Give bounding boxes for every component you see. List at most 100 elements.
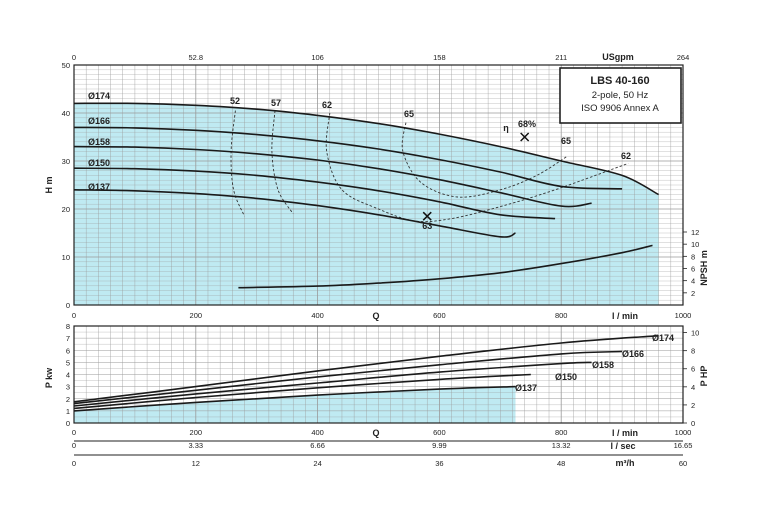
m3h-tick: 12 [192,459,200,468]
efficiency-label: 57 [271,98,281,108]
m3h-tick: 36 [435,459,443,468]
power-curve [73,350,623,405]
kw-tick: 3 [66,383,70,392]
power-grid [73,325,684,424]
bep-marker [422,211,432,221]
lsec-tick: 6.66 [310,441,325,450]
kw-tick: 7 [66,334,70,343]
usgpm-tick: 0 [72,53,76,62]
hp-tick: 2 [691,401,695,410]
power-impeller-label: Ø137 [515,383,537,393]
usgpm-tick: 158 [433,53,446,62]
efficiency-label: 52 [230,96,240,106]
kw-tick: 1 [66,407,70,416]
lsec-tick: 9.99 [432,441,447,450]
usgpm-tick: 211 [555,53,567,62]
efficiency-label: 65 [561,136,571,146]
hp-tick: 0 [691,419,695,428]
head-tick: 20 [62,205,70,214]
standard-info: ISO 9906 Annex A [581,103,659,114]
lsec-tick: 16.65 [674,441,693,450]
lmin-tick-bottom: 1000 [675,428,692,437]
bep-marker [520,132,530,142]
title-box-frame [559,67,682,124]
m3h-tick: 0 [72,459,76,468]
power-impeller-label: Ø174 [652,333,674,343]
head-axis-label: H m [44,176,54,193]
power-impeller-label: Ø150 [555,372,577,382]
npsh-tick: 4 [691,277,695,286]
head-tick: 40 [62,109,70,118]
head-tick: 30 [62,157,70,166]
lmin-tick-bottom: 800 [555,428,568,437]
power-impeller-label: Ø158 [592,360,614,370]
kw-axis-label: P kw [44,367,54,388]
hp-axis-label: P HP [699,366,709,387]
eta-symbol: η [503,123,509,133]
lmin-tick-bottom: 200 [190,428,203,437]
m3h-tick: 24 [313,459,321,468]
npsh-tick: 10 [691,240,699,249]
npsh-axis-label: NPSH m [699,250,709,286]
lmin-label-bottom: l / min [612,428,638,438]
efficiency-label: 62 [322,100,332,110]
power-plot [73,325,684,424]
kw-tick: 6 [66,346,70,355]
bep-label: 63 [422,221,432,231]
npsh-tick: 12 [691,228,699,237]
head-plot-frame [73,64,684,306]
power-curve [73,361,592,407]
power-curve [73,373,531,410]
npsh-curve [238,244,653,289]
efficiency-line [325,112,629,223]
impeller-label: Ø158 [88,137,110,147]
head-curve [73,145,592,208]
usgpm-tick: 106 [311,53,324,62]
efficiency-line [230,110,245,217]
npsh-tick: 8 [691,252,695,261]
lsec-tick: 3.33 [188,441,203,450]
usgpm-axis-label: USgpm [602,52,634,62]
lmin-tick-top: 600 [433,311,446,320]
model-name: LBS 40-160 [590,75,649,87]
lmin-tick-top: 0 [72,311,76,320]
lmin-tick-top: 400 [311,311,324,320]
efficiency-max-label: 68% [518,119,536,129]
head-curve [73,126,623,190]
impeller-label: Ø137 [88,182,110,192]
efficiency-line [401,122,568,198]
lmin-tick-bottom: 0 [72,428,76,437]
head-curve [73,167,556,220]
efficiency-line [271,110,294,215]
m3h-tick: 60 [679,459,687,468]
head-tick: 0 [66,301,70,310]
title-box: LBS 40-160 2-pole, 50 Hz ISO 9906 Annex A [559,67,682,124]
npsh-tick: 6 [691,265,695,274]
head-plot [73,64,684,306]
kw-tick: 2 [66,395,70,404]
kw-tick: 5 [66,358,70,367]
kw-tick: 4 [66,371,70,380]
lmin-tick-top: 200 [190,311,203,320]
lmin-label-top: l / min [612,311,638,321]
hp-tick: 8 [691,347,695,356]
m3h-axis-label: m³/h [616,458,635,468]
lmin-tick-top: 1000 [675,311,692,320]
power-impeller-label: Ø166 [622,349,644,359]
head-tick: 10 [62,253,70,262]
lmin-tick-top: 800 [555,311,568,320]
lsec-tick: 13.32 [552,441,571,450]
efficiency-label: 62 [621,151,631,161]
q-symbol-bottom: Q [372,428,379,438]
impeller-label: Ø166 [88,116,110,126]
m3h-tick: 48 [557,459,565,468]
kw-tick: 8 [66,322,70,331]
head-curve [73,189,516,238]
hp-tick: 6 [691,365,695,374]
npsh-tick: 2 [691,289,695,298]
hp-tick: 10 [691,329,699,338]
impeller-label: Ø150 [88,158,110,168]
power-curve [73,385,516,412]
usgpm-tick: 264 [677,53,690,62]
